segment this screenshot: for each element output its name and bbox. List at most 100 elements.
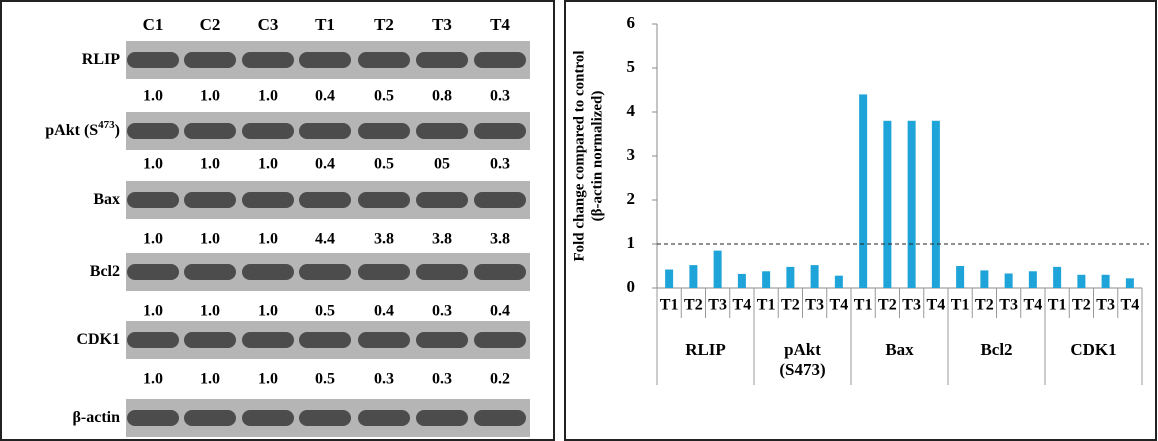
x-tick-label: T3 [708, 297, 727, 314]
row-label-text: β-actin [72, 409, 120, 426]
y-axis-label: (β-actin normalized) [589, 91, 605, 222]
x-tick-label: T4 [733, 297, 752, 314]
band-value: 1.0 [200, 88, 220, 105]
band [358, 123, 410, 139]
bar [811, 265, 819, 288]
x-tick-label: T1 [1048, 297, 1067, 314]
band-value: 1.0 [200, 371, 220, 388]
y-tick-label: 0 [627, 277, 636, 296]
band [299, 123, 351, 139]
bar [883, 121, 891, 288]
row-label-text: pAkt (S [45, 122, 98, 139]
band [184, 332, 236, 348]
band-value: 1.0 [143, 303, 163, 320]
band [184, 52, 236, 68]
x-tick-label: T1 [951, 297, 970, 314]
x-tick-label: T3 [999, 297, 1018, 314]
lane-label: C2 [200, 15, 221, 34]
x-tick-label: T1 [757, 297, 776, 314]
row-label: Bcl2 [90, 263, 120, 280]
bar [1005, 273, 1013, 288]
y-tick-label: 1 [627, 233, 636, 252]
group-label: Bcl2 [962, 340, 1032, 360]
x-tick-label: T2 [1072, 297, 1091, 314]
x-tick-label: T3 [1096, 297, 1115, 314]
bar [786, 267, 794, 288]
group-label: CDK1 [1059, 340, 1129, 360]
bar [762, 271, 770, 288]
band [242, 264, 294, 280]
band [358, 410, 410, 426]
band [242, 192, 294, 208]
y-tick-label: 3 [627, 145, 636, 164]
row-label-text: Bcl2 [90, 263, 120, 280]
band-value: 1.0 [258, 303, 278, 320]
band-value: 1.0 [258, 231, 278, 248]
band [474, 123, 526, 139]
bar [738, 274, 746, 288]
y-tick-label: 5 [627, 57, 636, 76]
band-value: 1.0 [143, 88, 163, 105]
band [184, 123, 236, 139]
band [184, 192, 236, 208]
band [416, 264, 468, 280]
band-value: 1.0 [143, 231, 163, 248]
x-tick-label: T4 [1024, 297, 1043, 314]
band-value: 3.8 [490, 231, 510, 248]
band [358, 192, 410, 208]
x-tick-label: T4 [830, 297, 849, 314]
x-tick-label: T2 [975, 297, 994, 314]
bar [1053, 267, 1061, 288]
band [474, 410, 526, 426]
row-label-text: RLIP [82, 51, 120, 68]
band-value: 1.0 [143, 156, 163, 173]
x-tick-label: T4 [927, 297, 946, 314]
bar [1126, 278, 1134, 288]
lane-label: T1 [315, 15, 335, 34]
lane-label: C1 [143, 15, 164, 34]
x-tick-label: T2 [781, 297, 800, 314]
bar [908, 121, 916, 288]
band-value: 0.5 [315, 303, 335, 320]
bar [1029, 271, 1037, 288]
band-value: 0.4 [374, 303, 394, 320]
bar [835, 276, 843, 288]
band [358, 332, 410, 348]
band [184, 264, 236, 280]
group-label: Bax [865, 340, 935, 360]
band-value: 0.5 [374, 88, 394, 105]
x-tick-label: T2 [878, 297, 897, 314]
y-tick-label: 2 [627, 189, 636, 208]
band [358, 52, 410, 68]
band-value: 0.4 [490, 303, 510, 320]
band [299, 52, 351, 68]
bar [956, 266, 964, 288]
band-value: 3.8 [374, 231, 394, 248]
band-value: 0.8 [432, 88, 452, 105]
band-value: 1.0 [200, 156, 220, 173]
band-value: 0.3 [490, 156, 510, 173]
band [299, 264, 351, 280]
bar [859, 94, 867, 288]
bar [665, 270, 673, 288]
band [299, 332, 351, 348]
band [299, 410, 351, 426]
y-axis-label: Fold change compared to control [571, 50, 587, 261]
x-tick-label: T4 [1121, 297, 1140, 314]
lane-label: T3 [432, 15, 452, 34]
band [127, 410, 179, 426]
row-label: pAkt (S473) [45, 119, 120, 139]
band-value: 1.0 [258, 88, 278, 105]
bar [714, 251, 722, 288]
band-value: 0.5 [315, 371, 335, 388]
band-value: 3.8 [432, 231, 452, 248]
band [416, 123, 468, 139]
band [416, 410, 468, 426]
band [416, 192, 468, 208]
x-tick-label: T2 [684, 297, 703, 314]
band [416, 332, 468, 348]
band-value: 05 [434, 156, 450, 173]
band [127, 332, 179, 348]
row-label-text: Bax [93, 191, 120, 208]
